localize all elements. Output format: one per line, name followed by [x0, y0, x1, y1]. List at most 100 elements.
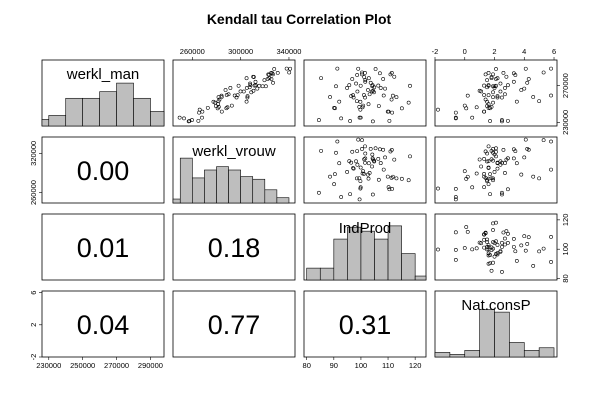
scatter-point [363, 151, 368, 156]
scatter-point [392, 74, 397, 79]
scatter-point [383, 86, 387, 91]
scatter-point [362, 93, 366, 97]
scatter-point [489, 76, 494, 80]
scatter-point [498, 81, 503, 86]
panel-werkl-vrouw-nat-consp [434, 136, 558, 204]
scatter-point [505, 231, 510, 236]
scatter-point [335, 66, 340, 71]
scatter-point [479, 89, 484, 94]
scatter-point [464, 225, 469, 229]
tick-label: 4 [522, 47, 526, 56]
scatter-point [537, 176, 542, 181]
scatter-point [492, 254, 497, 259]
scatter-point [362, 75, 367, 79]
tick-label: 340000 [276, 47, 301, 56]
scatter-point [522, 86, 527, 91]
scatter-point [255, 86, 260, 91]
scatter-point [488, 172, 492, 177]
scatter-point [366, 176, 371, 181]
scatter-point [505, 83, 510, 88]
scatter-point [373, 67, 378, 71]
scatter-point [495, 76, 500, 81]
scatter-point [389, 175, 394, 180]
scatter-point [345, 86, 350, 90]
scatter-point [385, 174, 390, 179]
scatter-point [453, 230, 458, 235]
scatter-point [500, 240, 504, 245]
tick-label: 290000 [138, 361, 163, 370]
scatter-point [465, 174, 470, 179]
scatter-point [337, 161, 342, 166]
histogram-bar [479, 309, 495, 358]
scatter-point [531, 95, 536, 99]
scatter-point [406, 100, 411, 105]
scatter-point [531, 174, 536, 179]
scatter-point [549, 167, 553, 172]
scatter-point [486, 182, 491, 187]
scatter-point [388, 72, 393, 77]
scatter-point [334, 150, 338, 155]
scatter-point [367, 92, 372, 97]
histogram-bar [464, 350, 480, 358]
scatter-point [245, 95, 250, 100]
scatter-point [328, 174, 332, 179]
scatter-point [357, 197, 362, 202]
scatter-point [360, 105, 365, 110]
scatter-point [334, 84, 338, 89]
panel-border [434, 59, 558, 127]
scatter-point [232, 93, 237, 98]
scatter-point [275, 71, 280, 75]
scatter-point [483, 97, 488, 102]
scatter-point [505, 118, 510, 123]
histogram-bar [116, 82, 134, 127]
scatter-point [351, 166, 356, 171]
tick-label: 0 [463, 47, 467, 56]
scatter-point [348, 119, 352, 123]
histogram-bar [204, 169, 217, 204]
scatter-point [482, 83, 487, 88]
scatter-point [491, 95, 495, 100]
histogram-bar [449, 354, 466, 358]
scatter-point [436, 186, 440, 191]
scatter-point [531, 264, 536, 268]
scatter-point [500, 95, 504, 100]
scatter-point [549, 66, 553, 71]
scatter-point [498, 162, 503, 167]
panel-border [434, 213, 558, 281]
scatter-point [491, 240, 495, 245]
scatter-point [479, 164, 484, 169]
scatter-point [225, 105, 230, 110]
scatter-point [266, 72, 271, 77]
scatter-point [511, 237, 516, 241]
scatter-point [511, 147, 516, 152]
scatter-point [495, 166, 500, 171]
scatter-point [205, 105, 210, 110]
scatter-point [486, 245, 491, 249]
scatter-point [213, 100, 218, 105]
scatter-point [370, 192, 375, 197]
scatter-point [244, 99, 249, 104]
scatter-point [503, 171, 507, 175]
scatter-point [492, 86, 497, 90]
panel-nat-consp-nat-consp: Nat.consP [434, 290, 558, 358]
scatter-point [372, 90, 376, 95]
histogram-bar [150, 111, 165, 127]
scatter-point [229, 103, 234, 108]
tick-label: 260000 [29, 180, 38, 205]
scatter-point [376, 104, 381, 108]
scatter-point [514, 99, 519, 104]
scatter-point [470, 247, 475, 252]
panel-werkl-man-werkl-man: werkl_man [41, 59, 165, 127]
scatter-point [197, 110, 201, 115]
panel-nat-consp-indprod: 0.31 [303, 290, 427, 358]
scatter-point [370, 83, 375, 88]
tick-label: -2 [432, 47, 439, 56]
scatter-point [358, 186, 363, 191]
scatter-point [284, 66, 289, 71]
scatter-point [541, 70, 546, 75]
scatter-point [244, 86, 249, 90]
tick-label: 120 [561, 214, 570, 227]
variable-label-indprod: IndProd [339, 220, 392, 237]
histogram-bar [374, 238, 389, 281]
scatter-point [482, 93, 487, 97]
